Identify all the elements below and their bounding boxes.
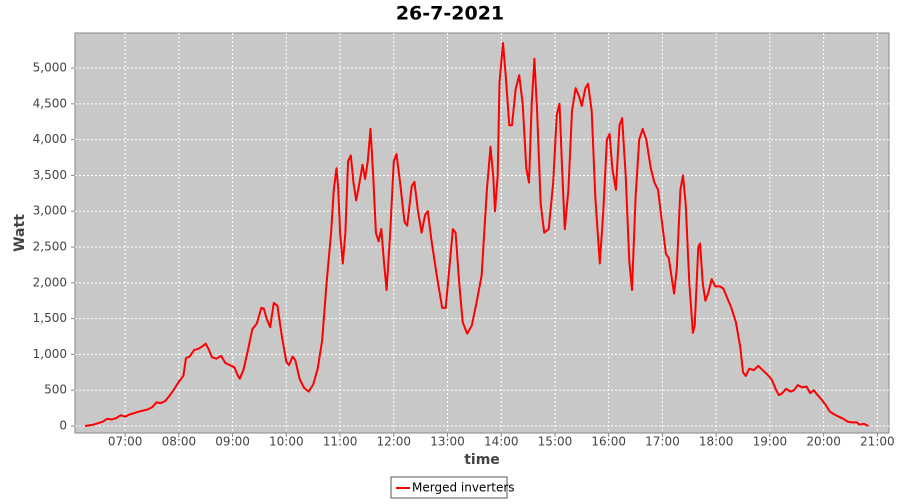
y-axis-label: Watt (12, 214, 28, 252)
x-tick-label: 12:00 (376, 435, 411, 449)
y-tick-label: 1,000 (33, 347, 67, 361)
y-tick-label: 3,500 (33, 168, 67, 182)
x-tick-label: 09:00 (215, 435, 250, 449)
x-tick-label: 15:00 (538, 435, 573, 449)
x-tick-label: 10:00 (269, 435, 304, 449)
chart-title: 26-7-2021 (396, 3, 504, 25)
y-tick-label: 500 (44, 383, 67, 397)
y-tick-label: 3,000 (33, 204, 67, 218)
y-tick-label: 2,500 (33, 240, 67, 254)
x-tick-label: 08:00 (162, 435, 197, 449)
x-tick-label: 16:00 (591, 435, 626, 449)
legend-label: Merged inverters (412, 481, 515, 495)
y-tick-label: 5,000 (33, 61, 67, 75)
plot-area (74, 32, 890, 434)
data-line (84, 42, 869, 427)
x-tick-label: 07:00 (108, 435, 143, 449)
y-tick-label: 2,000 (33, 275, 67, 289)
x-tick-label: 14:00 (484, 435, 519, 449)
legend (390, 476, 508, 499)
x-axis-label: time (464, 452, 500, 468)
y-tick-label: 0 (59, 418, 67, 432)
x-tick-label: 18:00 (699, 435, 734, 449)
x-tick-label: 13:00 (430, 435, 465, 449)
x-tick-label: 20:00 (806, 435, 841, 449)
x-tick-label: 19:00 (753, 435, 788, 449)
x-tick-label: 11:00 (323, 435, 358, 449)
y-tick-label: 1,500 (33, 311, 67, 325)
x-tick-label: 21:00 (860, 435, 895, 449)
y-tick-label: 4,000 (33, 132, 67, 146)
y-tick-label: 4,500 (33, 96, 67, 110)
x-tick-label: 17:00 (645, 435, 680, 449)
